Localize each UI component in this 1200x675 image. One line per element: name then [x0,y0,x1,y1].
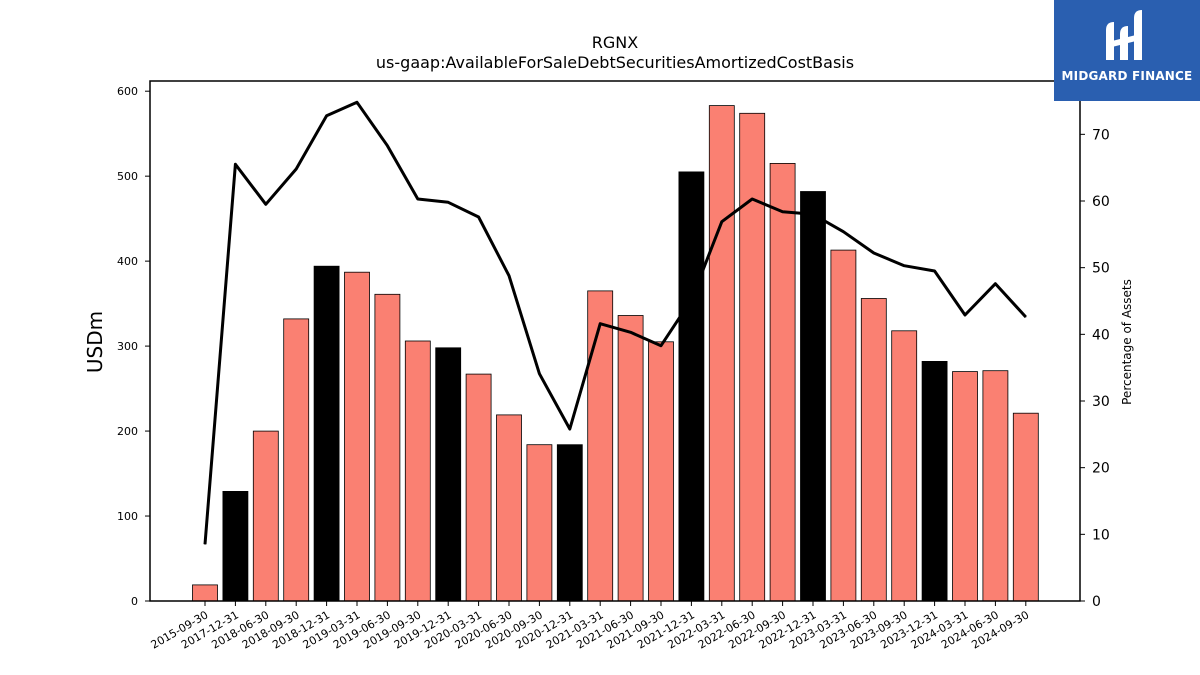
line-point-2022-09-30 [782,211,784,213]
bar-2017-12-31 [222,490,249,602]
line-point-2019-03-31 [356,101,358,103]
y-tick-label: 200 [117,425,138,438]
bar-2023-09-30 [891,330,918,602]
line-point-2020-09-30 [538,373,540,375]
line-point-2020-06-30 [508,275,510,277]
line-point-2019-06-30 [386,145,388,147]
line-point-2023-09-30 [903,265,905,267]
y-tick-label: 300 [117,340,138,353]
chart-subtitle: us-gaap:AvailableForSaleDebtSecuritiesAm… [376,53,854,72]
y2-axis-label: Percentage of Assets [1120,279,1134,405]
bar-2021-09-30 [648,341,674,602]
y-tick-label: 600 [117,85,138,98]
line-point-2022-03-31 [721,221,723,223]
y-tick-label: 500 [117,170,138,183]
logo-text: MIDGARD FINANCE [1061,69,1193,83]
bar-2021-06-30 [617,315,644,602]
line-point-2022-12-31 [812,213,814,215]
bar-2023-06-30 [860,298,887,602]
bar-2022-12-31 [800,191,826,602]
line-point-2021-03-31 [599,323,601,325]
y2-tick-label: 70 [1092,127,1110,143]
line-point-2024-06-30 [994,283,996,285]
line-point-2021-09-30 [660,345,662,347]
line-point-2020-03-31 [478,216,480,218]
line-point-2023-12-31 [934,270,936,272]
bar-2018-06-30 [252,430,279,602]
bar-2018-09-30 [283,318,310,602]
bar-2020-03-31 [465,373,492,602]
chart-title: RGNX [592,33,638,52]
y2-tick-label: 60 [1092,194,1110,210]
y-tick-label: 0 [131,595,138,608]
bar-2015-09-30 [192,584,218,602]
bar-2024-06-30 [982,370,1009,602]
bar-2019-06-30 [374,293,401,602]
y2-tick-label: 10 [1092,527,1110,543]
plot-frame [149,80,1081,602]
y2-tick-label: 30 [1092,394,1110,410]
bar-2021-12-31 [678,171,705,602]
line-point-2023-06-30 [873,252,875,254]
bar-2019-03-31 [344,271,370,602]
line-point-2021-12-31 [690,299,692,301]
bar-2020-06-30 [496,414,522,602]
bar-2024-03-31 [952,371,978,602]
bar-2018-12-31 [313,265,340,602]
y2-tick-label: 20 [1092,461,1110,477]
line-point-2017-12-31 [234,163,236,165]
y2-tick-label: 50 [1092,261,1110,277]
bar-2023-12-31 [921,360,948,602]
line-layer [203,100,1027,545]
y-tick-label: 100 [117,510,138,523]
line-point-2019-09-30 [417,198,419,200]
line-point-2021-06-30 [630,331,632,333]
line-point-2018-12-31 [326,115,328,117]
logo-mark-icon [1106,10,1142,60]
line-point-2024-03-31 [964,314,966,316]
bar-2022-03-31 [708,105,735,602]
brand-logo: MIDGARD FINANCE [1054,0,1200,101]
bar-2019-12-31 [435,347,462,602]
line-point-2023-03-31 [842,231,844,233]
bar-2020-12-31 [556,444,583,602]
line-point-2024-09-30 [1025,316,1027,318]
bar-2022-09-30 [769,162,796,602]
y2-tick-label: 0 [1092,594,1101,610]
line-point-2022-06-30 [751,198,753,200]
y-tick-label: 400 [117,255,138,268]
line-series [203,100,1027,545]
line-point-2018-06-30 [265,203,267,205]
bar-2021-03-31 [587,290,614,602]
y2-tick-label: 40 [1092,327,1110,343]
bar-2022-06-30 [739,112,766,602]
line-point-2019-12-31 [447,201,449,203]
bar-2020-09-30 [526,444,553,602]
bar-2019-09-30 [404,340,431,602]
bars-layer [192,105,1039,602]
line-point-2018-09-30 [295,168,297,170]
line-point-2015-09-30 [204,543,206,545]
line-point-2020-12-31 [569,428,571,430]
bar-2023-03-31 [830,249,857,602]
bar-2024-09-30 [1012,412,1039,602]
y-axis-label: USDm [83,311,107,373]
